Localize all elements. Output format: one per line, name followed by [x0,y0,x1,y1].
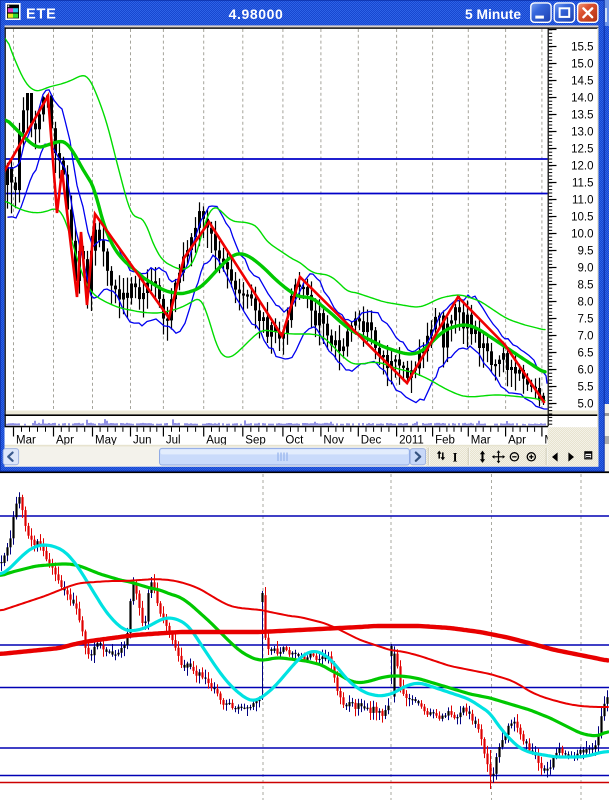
svg-text:9.0: 9.0 [578,263,594,275]
svg-text:May: May [95,435,117,447]
svg-text:12.0: 12.0 [571,161,593,173]
svg-text:Mar: Mar [471,435,491,447]
svg-text:Jun: Jun [133,435,152,447]
svg-text:8.5: 8.5 [578,280,594,292]
svg-text:11.0: 11.0 [572,195,594,207]
svg-text:Dec: Dec [361,435,382,447]
svg-text:2011: 2011 [399,435,424,447]
svg-text:5 Minute: 5 Minute [465,7,521,22]
svg-text:6.0: 6.0 [578,365,594,377]
svg-text:12.5: 12.5 [571,144,593,156]
svg-text:Nov: Nov [323,435,344,447]
svg-text:13.5: 13.5 [571,110,593,122]
svg-text:14.0: 14.0 [571,93,593,105]
svg-text:Oct: Oct [285,435,304,447]
svg-text:Apr: Apr [56,435,74,447]
svg-text:13.0: 13.0 [571,127,593,139]
svg-text:8.0: 8.0 [578,297,594,309]
svg-text:14.5: 14.5 [571,76,593,88]
svg-text:Aug: Aug [206,435,226,447]
svg-text:9.5: 9.5 [578,246,594,258]
svg-text:15.0: 15.0 [571,59,593,71]
svg-text:6.5: 6.5 [578,348,594,360]
svg-text:Mar: Mar [16,435,36,447]
svg-text:Sep: Sep [245,435,265,447]
svg-text:15.5: 15.5 [571,42,593,54]
svg-text:10.0: 10.0 [571,229,593,241]
svg-text:4.98000: 4.98000 [229,6,284,22]
svg-text:5.5: 5.5 [578,382,594,394]
svg-text:11.5: 11.5 [572,178,594,190]
svg-text:7.5: 7.5 [578,314,594,326]
svg-text:Jul: Jul [166,435,181,447]
svg-text:ETE: ETE [26,7,57,23]
svg-text:10.5: 10.5 [571,212,593,224]
svg-text:I: I [453,451,458,465]
svg-text:Apr: Apr [508,435,526,447]
svg-text:Feb: Feb [435,435,455,447]
svg-text:5.0: 5.0 [578,399,594,411]
svg-text:7.0: 7.0 [578,331,594,343]
